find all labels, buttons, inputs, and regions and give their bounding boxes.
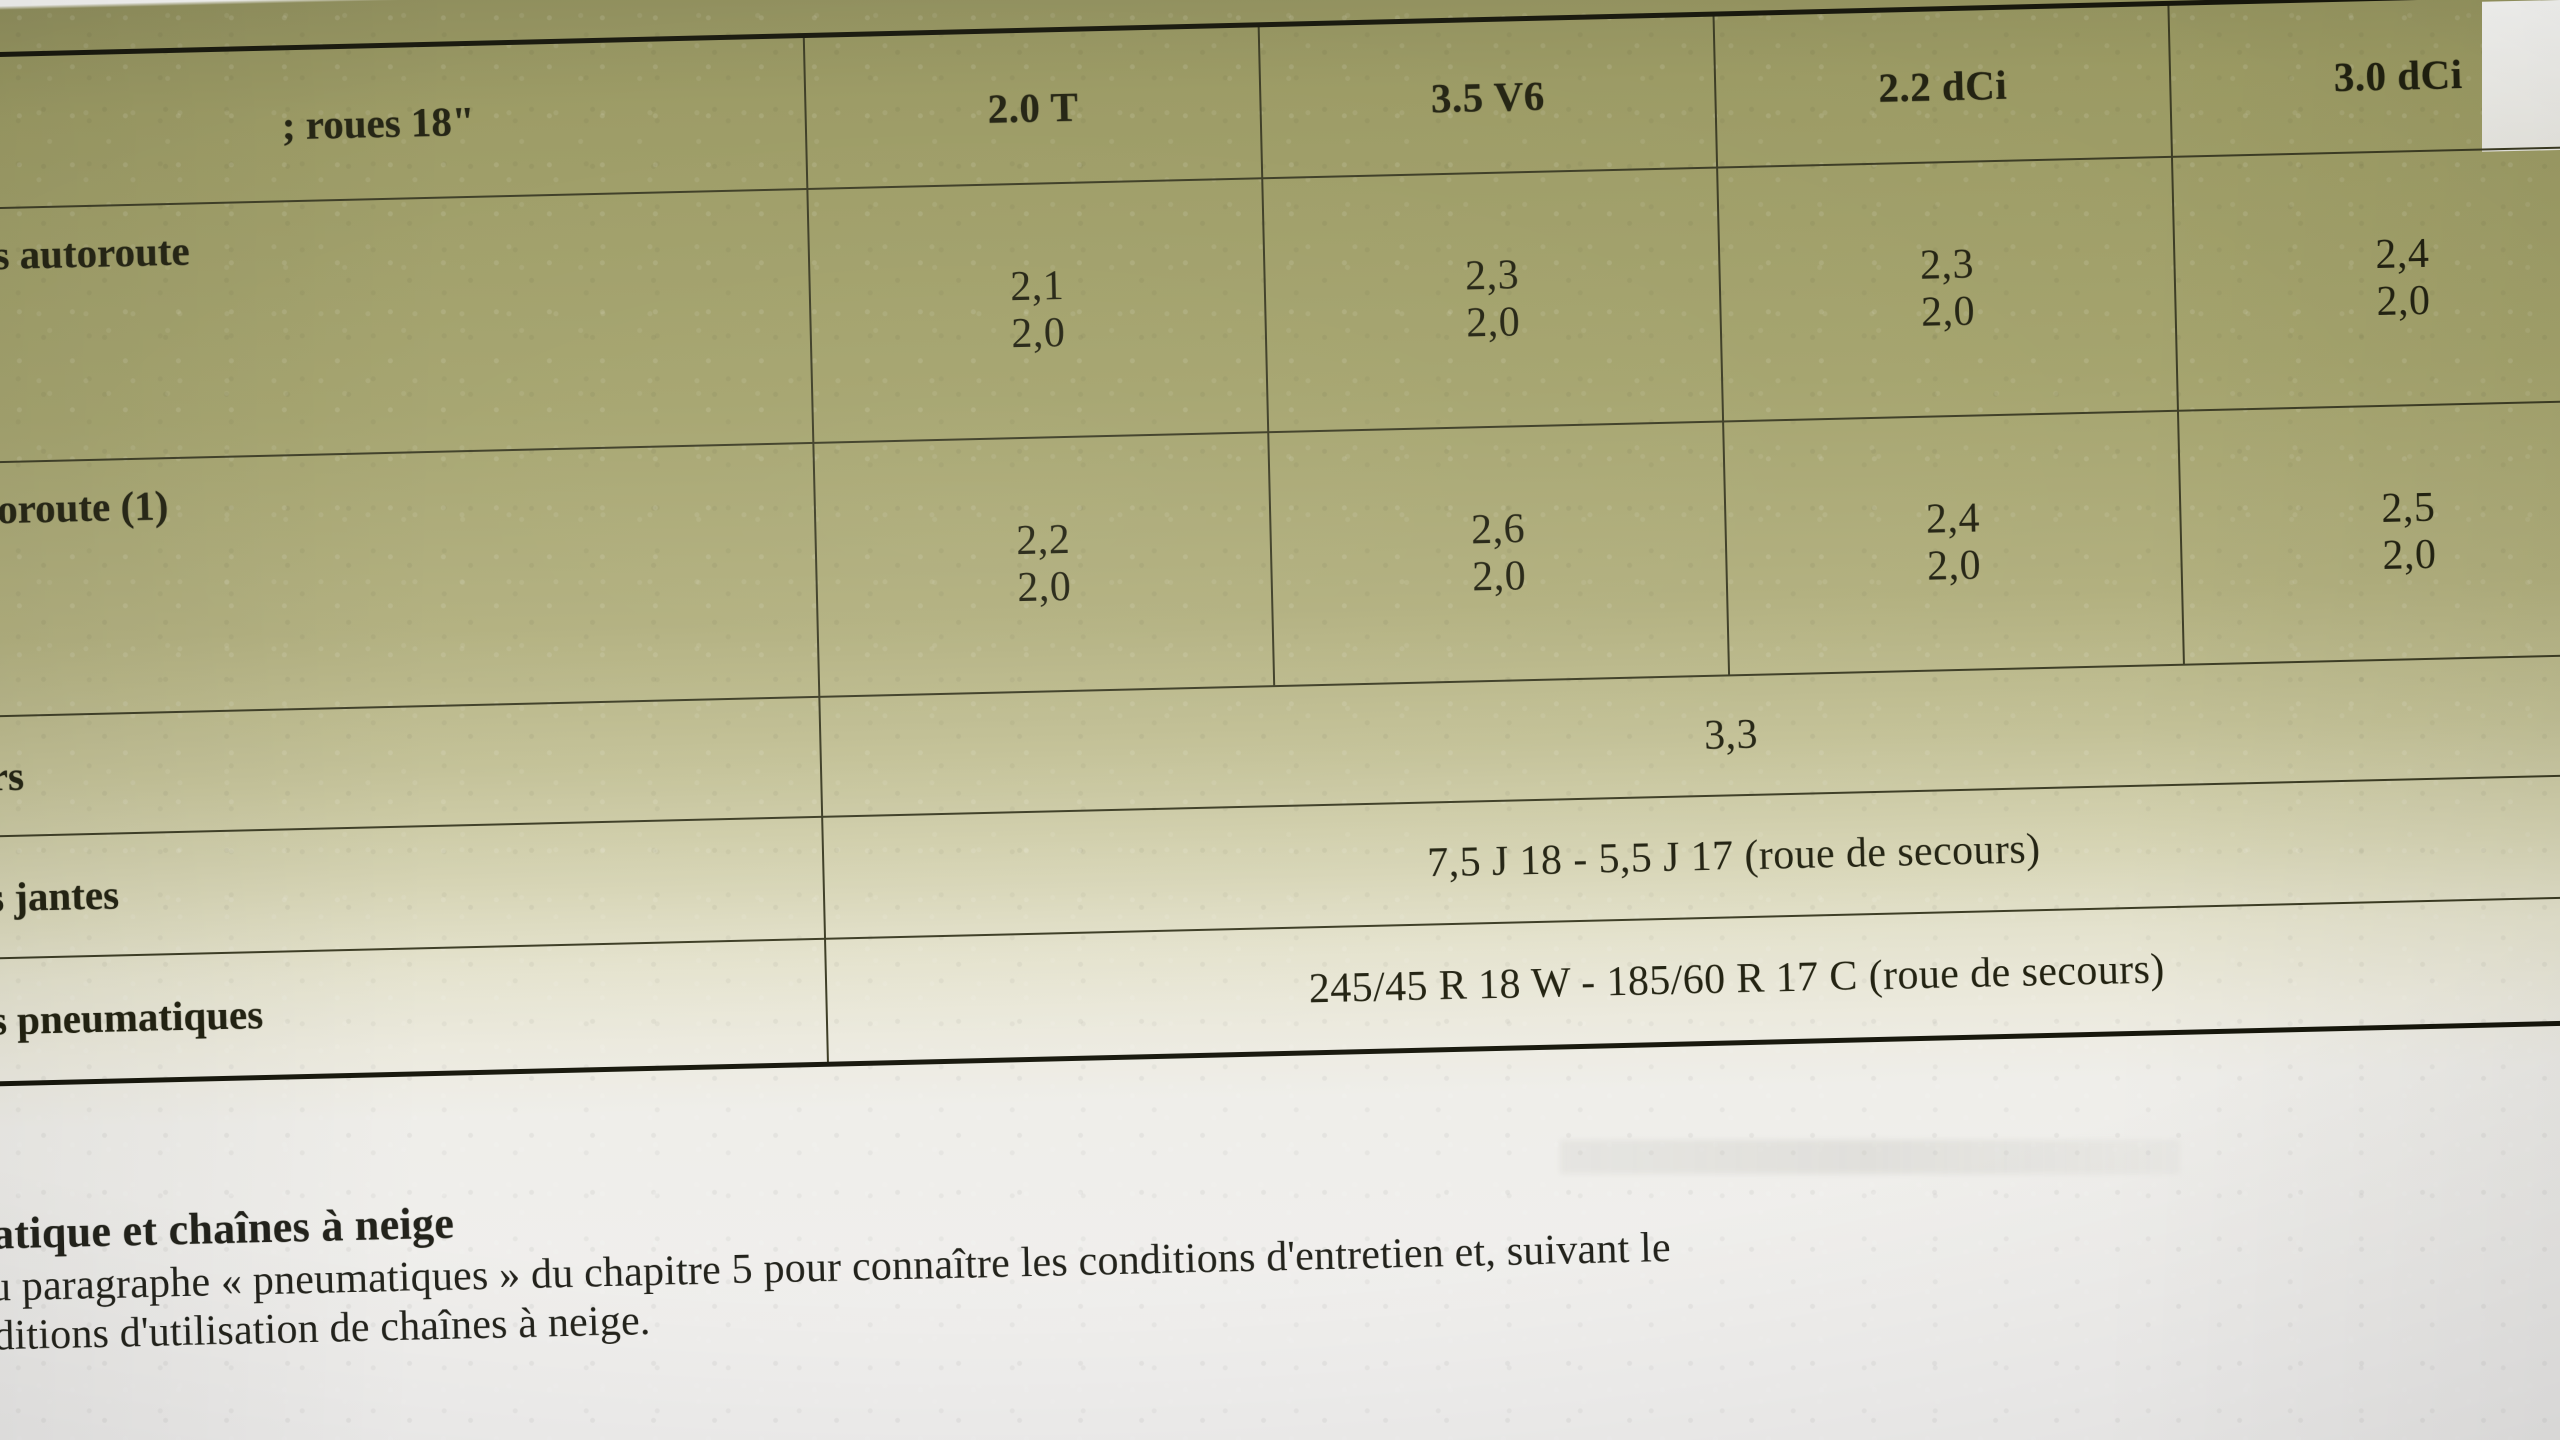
cell-autoroute-3-0-dci: 2,5 2,0 bbox=[2177, 400, 2560, 665]
cell-hors-autoroute-3-0-dci: 2,4 2,0 bbox=[2171, 146, 2560, 411]
tire-pressure-table: ; roues 18" 2.0 T 3.5 V6 2.2 dCi 3.0 dCi… bbox=[0, 0, 2560, 1085]
pressure-front: 2,5 bbox=[2380, 484, 2436, 532]
cell-autoroute-2-2-dci: 2,4 2,0 bbox=[1723, 410, 2184, 676]
cell-hors-autoroute-3-5-v6: 2,3 2,0 bbox=[1262, 167, 1724, 433]
column-header-3-0-dci: 3.0 dCi bbox=[2168, 0, 2560, 157]
pressure-rear: 2,0 bbox=[1010, 309, 1066, 358]
column-header-3-5-v6: 3.5 V6 bbox=[1258, 14, 1718, 179]
pressure-rear: 2,0 bbox=[1016, 563, 1072, 612]
column-header-2-0-t: 2.0 T bbox=[803, 24, 1263, 189]
row-label-dimensions-pneumatiques: es pneumatiques bbox=[0, 938, 828, 1085]
pressure-front: 2,4 bbox=[2374, 230, 2430, 279]
pressure-rear: 2,0 bbox=[2375, 277, 2431, 326]
pressure-front: 2,6 bbox=[1470, 506, 1526, 554]
pressure-front: 2,2 bbox=[1015, 516, 1071, 565]
pressure-rear: 2,0 bbox=[1920, 288, 1976, 336]
notes-section: 1atique et chaînes à neige au paragraphe… bbox=[0, 1146, 2560, 1362]
pressure-front: 2,3 bbox=[1919, 241, 1975, 289]
pressure-front: 2,4 bbox=[1925, 495, 1981, 543]
pressure-rear: 2,0 bbox=[1926, 542, 1982, 590]
tire-pressure-table-wrapper: ; roues 18" 2.0 T 3.5 V6 2.2 dCi 3.0 dCi… bbox=[0, 0, 2560, 1085]
cell-hors-autoroute-2-2-dci: 2,3 2,0 bbox=[1717, 156, 2178, 422]
pressure-rear: 2,0 bbox=[1465, 299, 1521, 347]
row-label-hors-autoroute: ors autoroute bbox=[0, 188, 814, 464]
table-corner-label: ; roues 18" bbox=[0, 35, 808, 210]
pressure-rear: 2,0 bbox=[1471, 553, 1527, 601]
cell-hors-autoroute-2-0-t: 2,1 2,0 bbox=[807, 178, 1269, 443]
pressure-front: 2,1 bbox=[1009, 262, 1065, 311]
cell-autoroute-2-0-t: 2,2 2,0 bbox=[813, 432, 1275, 697]
pressure-rear: 2,0 bbox=[2381, 531, 2437, 579]
column-header-2-2-dci: 2.2 dCi bbox=[1713, 3, 2172, 168]
row-label-dimensions-jantes: es jantes bbox=[0, 816, 826, 960]
cell-autoroute-3-5-v6: 2,6 2,0 bbox=[1268, 421, 1730, 687]
row-label-autoroute: utoroute (1) bbox=[0, 442, 820, 718]
row-label-roue-de-secours: urs bbox=[0, 696, 823, 838]
pressure-front: 2,3 bbox=[1464, 252, 1520, 300]
